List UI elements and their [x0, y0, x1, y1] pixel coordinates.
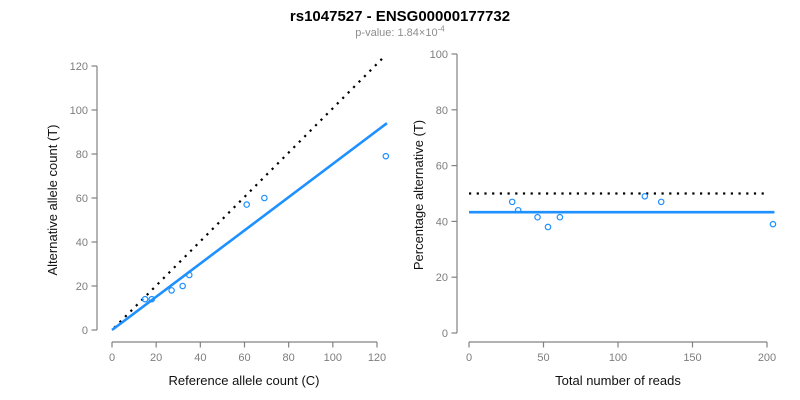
right-panel: 0 50 100 150 200 0 20 40 60 80 100 Total number of …	[411, 49, 777, 388]
y-tick-label: 0	[442, 328, 448, 340]
x-tick-label: 120	[368, 352, 386, 364]
pvalue-text: p-value: 1.84×10	[355, 27, 438, 39]
data-point	[261, 194, 268, 202]
x-tick-label: 20	[150, 352, 162, 364]
figure-header: rs1047527 - ENSG00000177732 p-value: 1.8…	[0, 9, 800, 39]
x-tick-label: 0	[466, 352, 472, 364]
data-point	[141, 295, 149, 303]
y-tick-label: 60	[436, 161, 448, 173]
fit-line	[111, 122, 388, 332]
pvalue-exponent: -4	[437, 24, 445, 34]
y-tick-label: 20	[436, 272, 448, 284]
left-panel: 0 20 40 60 80 100 120 0 20 40 60 80 100 120 Reference …	[45, 54, 390, 388]
x-tick-label: 0	[109, 352, 115, 364]
x-tick-label: 100	[609, 352, 627, 364]
x-tick-label: 150	[683, 352, 701, 364]
data-point	[657, 198, 665, 206]
x-tick-label: 100	[324, 352, 342, 364]
data-point	[185, 271, 193, 279]
y-tick-label: 100	[70, 105, 88, 117]
data-point	[243, 201, 251, 208]
data-point	[382, 152, 390, 160]
y-axis-title: Percentage alternative (T)	[411, 120, 426, 270]
x-tick-label: 80	[283, 352, 295, 364]
identity-line	[113, 54, 387, 329]
data-point	[641, 192, 649, 200]
data-point	[514, 206, 522, 214]
x-tick-label: 200	[758, 352, 776, 364]
x-tick-label: 40	[194, 352, 206, 364]
data-point	[556, 213, 564, 221]
data-point	[148, 295, 156, 303]
y-tick-label: 40	[76, 237, 88, 249]
data-point	[769, 220, 777, 228]
y-tick-label: 20	[76, 281, 88, 293]
figure-subtitle: p-value: 1.84×10-4	[0, 24, 800, 39]
data-point	[544, 223, 552, 231]
x-tick-label: 50	[537, 352, 549, 364]
data-point	[168, 287, 175, 294]
y-tick-label: 80	[76, 149, 88, 161]
y-axis-title: Alternative allele count (T)	[45, 124, 60, 275]
y-tick-label: 0	[82, 325, 88, 337]
y-tick-label: 80	[436, 105, 448, 117]
y-tick-label: 40	[436, 216, 448, 228]
figure-title: rs1047527 - ENSG00000177732	[289, 8, 511, 25]
x-axis-title: Total number of reads	[555, 373, 681, 388]
data-point	[508, 198, 516, 206]
x-tick-label: 60	[238, 352, 250, 364]
x-axis-title: Reference allele count (C)	[168, 373, 319, 388]
data-point	[534, 213, 541, 221]
y-tick-label: 120	[70, 61, 88, 73]
y-tick-label: 60	[76, 193, 88, 205]
y-tick-label: 100	[430, 49, 448, 61]
data-point	[179, 282, 186, 290]
